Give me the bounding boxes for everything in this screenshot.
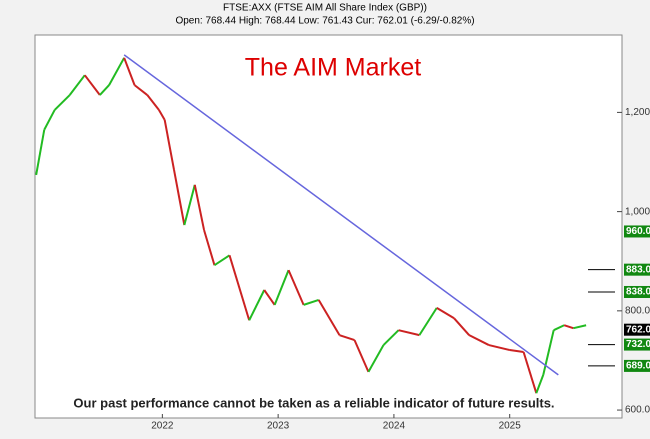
level-box	[624, 338, 650, 351]
x-tick-label: 2022	[151, 421, 174, 432]
price-segment	[273, 269, 290, 306]
price-segment	[68, 74, 86, 96]
level-label: 732.0	[626, 339, 650, 350]
footnote: Our past performance cannot be taken as …	[73, 395, 554, 410]
level-label: 838.0	[626, 287, 650, 298]
price-segment	[43, 109, 56, 131]
price-segment	[418, 307, 438, 336]
price-segment	[183, 184, 196, 226]
header: FTSE:AXX (FTSE AIM All Share Index (GBP)…	[223, 3, 427, 14]
price-segment	[382, 329, 400, 346]
price-segment	[228, 254, 251, 321]
price-segment	[213, 254, 231, 267]
x-tick-label: 2025	[499, 421, 522, 432]
price-segment	[453, 317, 470, 336]
level-box	[624, 225, 650, 238]
x-tick-label: 2024	[383, 421, 406, 432]
subheader: Open: 768.44 High: 768.44 Low: 761.43 Cu…	[175, 16, 474, 27]
level-label: 960.0	[626, 226, 650, 237]
trendline	[123, 54, 559, 376]
y-tick-label: 1,000	[625, 206, 650, 217]
price-segment	[83, 74, 101, 96]
price-segment	[398, 329, 420, 337]
price-segment	[108, 57, 126, 86]
price-segment	[163, 119, 175, 170]
price-segment	[542, 329, 555, 376]
price-segment	[263, 289, 276, 306]
price-segment	[553, 324, 565, 332]
price-segment	[353, 339, 370, 373]
level-box	[624, 359, 650, 372]
price-segment	[133, 84, 148, 96]
price-segment	[522, 351, 538, 394]
price-segment	[436, 307, 455, 320]
price-segment	[172, 169, 186, 226]
y-tick-label: 1,200	[625, 107, 650, 118]
price-segment	[535, 374, 545, 394]
price-segment	[53, 94, 71, 111]
price-segment	[287, 269, 305, 306]
y-tick-label: 600.0	[625, 405, 650, 416]
price-segment	[99, 84, 110, 96]
price-segment	[248, 289, 266, 321]
level-box	[624, 263, 650, 276]
price-segment	[303, 298, 319, 306]
plot-area	[34, 34, 623, 419]
y-tick-label: 800.0	[625, 305, 650, 316]
price-segment	[573, 324, 587, 330]
level-label: 689.0	[626, 361, 650, 372]
level-box	[624, 323, 650, 336]
chart-title: The AIM Market	[245, 54, 421, 82]
level-label: 883.0	[626, 264, 650, 275]
price-segment	[203, 229, 216, 266]
price-segment	[488, 344, 510, 352]
price-segment	[509, 349, 524, 354]
price-segment	[563, 324, 574, 330]
x-tick-label: 2023	[267, 421, 290, 432]
level-label: 762.0	[626, 324, 650, 335]
level-box	[624, 285, 650, 298]
price-segment	[35, 129, 46, 176]
price-segment	[146, 94, 160, 111]
price-segment	[339, 334, 355, 342]
price-segment	[158, 109, 166, 121]
price-segment	[193, 184, 206, 231]
price-segment	[367, 344, 385, 373]
price-segment	[123, 57, 136, 86]
price-segment	[468, 334, 490, 346]
price-segment	[317, 299, 341, 336]
